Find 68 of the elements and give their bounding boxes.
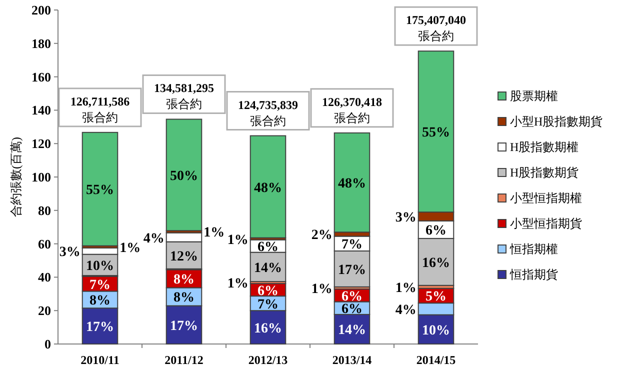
annotation: 1% (120, 240, 141, 256)
annotation: 14% (338, 323, 366, 338)
annotation: 8% (174, 290, 194, 306)
y-axis-title: 合約張數(百萬) (9, 137, 23, 217)
annotation: 4% (143, 231, 164, 246)
y-tick-label: 40 (38, 270, 51, 285)
annotation: 17% (338, 262, 366, 278)
annotation: 3% (395, 210, 416, 226)
y-tick-label: 140 (32, 102, 51, 118)
annotation: 48% (338, 176, 366, 192)
legend-label: 股票期權 (510, 89, 558, 103)
legend-label: 小型恒指期貨 (510, 216, 582, 230)
y-tick-label: 100 (32, 170, 51, 184)
annotation: 8% (174, 272, 194, 288)
y-tick-label: 80 (38, 202, 51, 218)
annotation: 7% (342, 238, 362, 253)
annotation: 16% (422, 256, 450, 271)
annotation: 3% (59, 245, 80, 260)
annotation: 7% (258, 297, 278, 312)
x-tick-label: 2010/11 (80, 353, 120, 367)
annotation: 7% (90, 278, 110, 293)
annotation: 8% (90, 294, 110, 309)
annotation: 2% (311, 228, 332, 244)
annotation: 10% (422, 323, 450, 338)
annotation: 14% (254, 260, 282, 276)
annotation: 12% (170, 249, 198, 264)
legend-label: 恒指期權 (509, 242, 558, 256)
annotation: 1% (311, 282, 332, 297)
y-tick-label: 0 (44, 336, 51, 352)
x-tick-label: 2014/15 (416, 353, 456, 367)
y-tick-label: 120 (32, 136, 51, 152)
annotation: 5% (426, 290, 446, 305)
legend-label: 小型H股指數期貨 (510, 114, 603, 128)
annotation: 55% (422, 126, 450, 141)
annotation: 6% (258, 284, 278, 299)
legend-label: 恒指期貨 (509, 268, 558, 282)
y-tick-label: 200 (32, 2, 51, 18)
y-tick-label: 160 (32, 69, 51, 84)
annotation: 6% (426, 224, 446, 239)
legend-label: H股指數期權 (510, 140, 579, 154)
annotation: 10% (86, 258, 114, 274)
annotation: 126,711,586 張合約 (70, 94, 130, 124)
annotation: 1% (227, 232, 248, 248)
annotation: 4% (395, 302, 416, 318)
y-tick-label: 60 (38, 236, 51, 252)
annotation: 134,581,295 張合約 (154, 81, 214, 112)
annotation: 124,735,839 張合約 (238, 98, 298, 128)
annotation: 16% (254, 321, 282, 336)
legend-label: H股指數期貨 (510, 166, 579, 180)
annotation: 1% (227, 276, 248, 292)
y-tick-label: 180 (32, 36, 51, 51)
annotation: 1% (395, 280, 416, 296)
annotation: 48% (254, 180, 282, 196)
x-tick-label: 2011/12 (164, 353, 204, 367)
y-tick-label: 20 (38, 303, 51, 318)
annotation: 50% (170, 168, 198, 184)
annotation: 1% (204, 226, 225, 241)
annotation: 17% (86, 320, 114, 336)
annotation: 6% (258, 240, 278, 256)
annotation: 55% (86, 183, 114, 198)
x-tick-label: 2012/13 (248, 353, 288, 367)
annotation: 175,407,040 張合約 (406, 13, 466, 44)
legend-label: 小型恒指期權 (510, 191, 582, 205)
annotation: 126,370,418 張合約 (322, 94, 382, 125)
x-tick-label: 2013/14 (332, 353, 372, 367)
annotation: 17% (170, 318, 198, 334)
annotation: 6% (342, 302, 362, 318)
annotation: 6% (342, 289, 362, 304)
